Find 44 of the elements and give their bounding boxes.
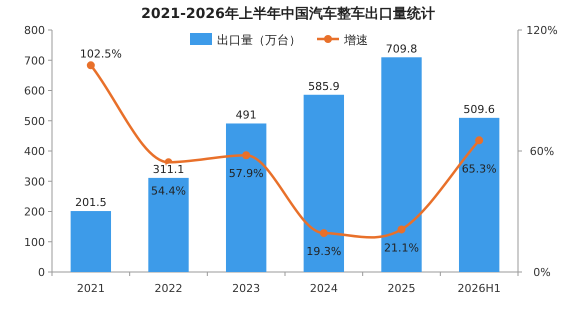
legend-label: 增速 — [343, 33, 368, 47]
x-tick-label: 2024 — [310, 282, 338, 295]
data-label: 21.1% — [384, 241, 419, 254]
y-tick-label: 800 — [24, 24, 45, 37]
x-tick-label: 2023 — [232, 282, 260, 295]
y2-tick-label: 60% — [530, 145, 554, 158]
data-label: 509.6 — [463, 102, 495, 116]
y2-tick-label: 0% — [533, 266, 551, 279]
bar — [458, 118, 500, 272]
bar — [226, 123, 266, 272]
y-tick-label: 700 — [24, 54, 45, 68]
point — [398, 225, 406, 234]
x-tick-label: 2021 — [76, 282, 105, 295]
data-label: 709.8 — [386, 42, 418, 56]
y-tick-label: 200 — [24, 206, 45, 218]
x-tick-label: 2026H1 — [458, 282, 501, 295]
bar — [381, 57, 422, 272]
x-tick-label: 2022 — [154, 282, 182, 295]
data-label: 585.9 — [308, 80, 340, 93]
legend-label: 出口量（万台） — [217, 33, 301, 47]
data-label: 54.4% — [151, 184, 186, 198]
bar — [148, 178, 189, 272]
y-tick-label: 600 — [24, 84, 45, 98]
data-label: 102.5% — [80, 47, 122, 60]
x-tick-label: 2025 — [388, 282, 416, 295]
y-tick-label: 100 — [24, 236, 45, 249]
y-tick-label: 300 — [24, 175, 45, 188]
point — [242, 151, 250, 160]
data-label: 57.9% — [228, 167, 264, 180]
y2-tick-label: 120% — [526, 24, 558, 37]
point — [475, 136, 484, 144]
y-tick-label: 0 — [38, 266, 45, 279]
data-label: 311.1 — [152, 162, 184, 176]
data-label: 491 — [236, 108, 257, 122]
data-label: 201.5 — [75, 196, 107, 210]
bar — [304, 94, 344, 272]
data-label: 19.3% — [306, 245, 342, 258]
point — [320, 229, 328, 238]
point — [86, 61, 95, 70]
y-tick-label: 500 — [24, 114, 45, 128]
data-label: 65.3% — [462, 162, 497, 176]
bar — [70, 211, 112, 272]
y-tick-label: 400 — [24, 145, 45, 158]
chart-title: 2021-2026年上半年中国汽车整车出口量统计 — [141, 5, 435, 22]
